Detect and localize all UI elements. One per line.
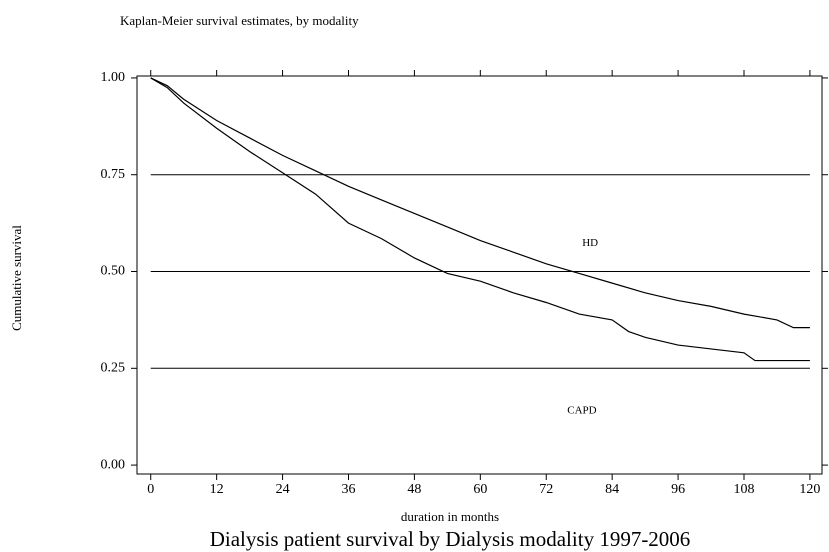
series-label: CAPD bbox=[567, 404, 596, 416]
y-tick-label: 1.00 bbox=[101, 70, 126, 85]
x-tick-label: 96 bbox=[671, 482, 685, 497]
survival-curve bbox=[150, 77, 810, 362]
x-tick-label: 36 bbox=[341, 482, 355, 497]
x-tick-label: 108 bbox=[733, 482, 754, 497]
plot-frame bbox=[136, 75, 823, 475]
survival-curve bbox=[150, 77, 810, 329]
x-tick-label: 72 bbox=[539, 482, 553, 497]
x-tick-label: 12 bbox=[210, 482, 224, 497]
x-tick-label: 0 bbox=[147, 482, 154, 497]
x-tick-label: 48 bbox=[407, 482, 421, 497]
y-tick-label: 0.00 bbox=[101, 457, 126, 472]
caption: Dialysis patient survival by Dialysis mo… bbox=[210, 527, 691, 551]
series-label: HD bbox=[582, 237, 598, 249]
x-tick-label: 24 bbox=[276, 482, 290, 497]
x-tick-label: 60 bbox=[473, 482, 487, 497]
y-tick-label: 0.50 bbox=[101, 264, 126, 279]
x-tick-label: 120 bbox=[799, 482, 820, 497]
x-axis-label: duration in months bbox=[401, 509, 499, 524]
y-tick-label: 0.75 bbox=[101, 167, 126, 182]
x-tick-label: 84 bbox=[605, 482, 619, 497]
y-axis-label: Cumulative survival bbox=[9, 225, 24, 331]
chart-title: Kaplan-Meier survival estimates, by moda… bbox=[120, 13, 359, 28]
y-tick-label: 0.25 bbox=[101, 361, 126, 376]
